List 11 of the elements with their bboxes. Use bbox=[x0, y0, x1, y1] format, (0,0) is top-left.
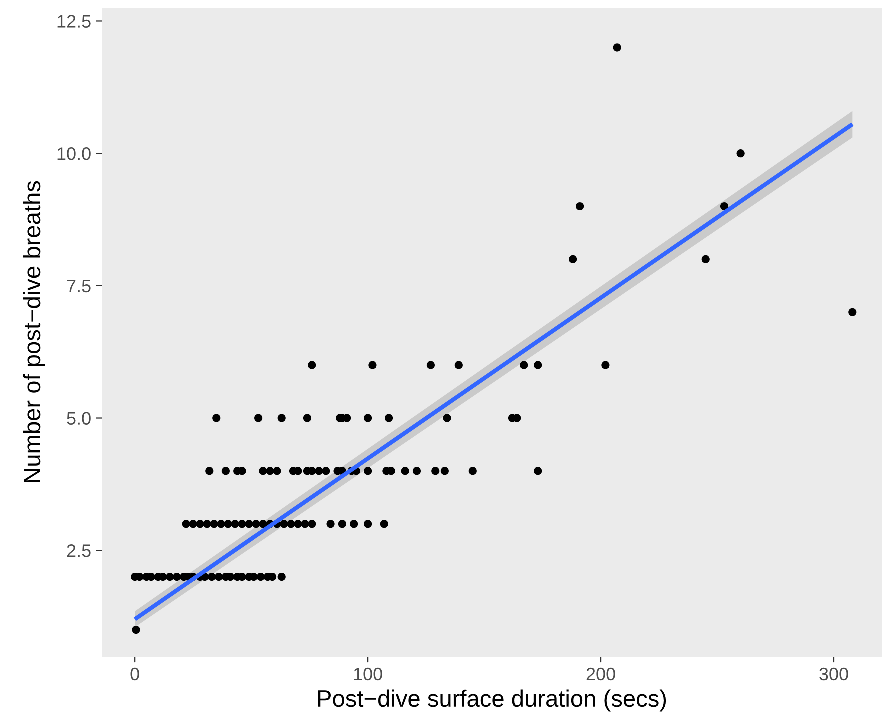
y-tick-label: 2.5 bbox=[67, 544, 91, 558]
x-tick-label: 200 bbox=[586, 668, 616, 681]
y-tick-label: 7.5 bbox=[67, 280, 91, 293]
y-tick-label: 5.0 bbox=[67, 412, 91, 425]
x-axis-title: Post−dive surface duration (secs) bbox=[318, 690, 666, 712]
x-tick-label: 0 bbox=[130, 668, 140, 681]
y-tick-label: 12.5 bbox=[58, 15, 91, 28]
y-axis-title: Number of post−dive breaths bbox=[23, 181, 46, 482]
x-tick-label: 300 bbox=[820, 668, 848, 681]
x-tick-label: 100 bbox=[354, 668, 382, 681]
y-tick-label: 10.0 bbox=[58, 148, 91, 160]
